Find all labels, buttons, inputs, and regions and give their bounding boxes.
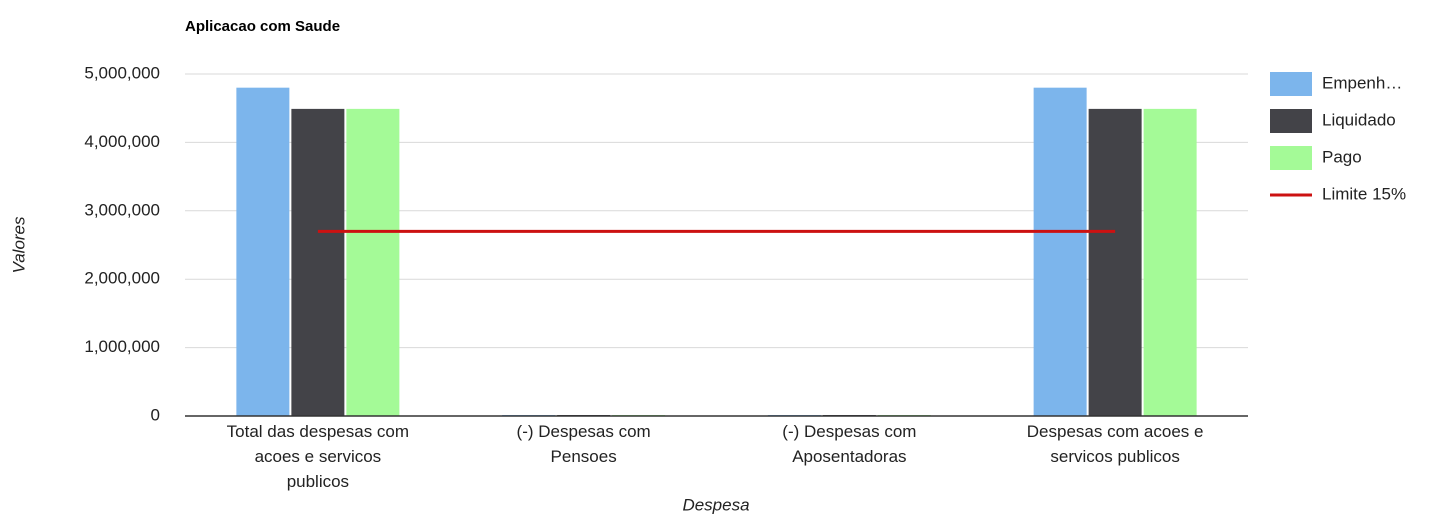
legend-label: Liquidado: [1322, 110, 1396, 129]
x-tick-label: (-) Despesas com Pensoes: [517, 422, 651, 466]
bar: [1033, 87, 1087, 417]
y-tick-label: 5,000,000: [84, 63, 160, 82]
legend-swatch: [1270, 146, 1312, 170]
bar: [291, 108, 345, 416]
legend-label: Empenh…: [1322, 73, 1402, 92]
legend-label: Pago: [1322, 147, 1362, 166]
bar: [346, 108, 400, 416]
y-axis-title: Valores: [9, 216, 28, 274]
x-tick-label: (-) Despesas com Aposentadoras: [782, 422, 916, 466]
x-axis-title: Despesa: [682, 495, 749, 514]
bar: [236, 87, 290, 417]
legend-swatch: [1270, 109, 1312, 133]
y-tick-label: 0: [151, 405, 160, 424]
chart-title: Aplicacao com Saude: [185, 18, 340, 35]
y-tick-label: 3,000,000: [84, 200, 160, 219]
x-tick-label: Despesas com acoes e servicos publicos: [1027, 422, 1204, 466]
y-tick-label: 2,000,000: [84, 269, 160, 288]
legend-swatch: [1270, 72, 1312, 96]
bar: [1143, 108, 1197, 416]
x-tick-label: Total das despesas com acoes e servicos pu…: [227, 422, 409, 491]
y-tick-label: 1,000,000: [84, 337, 160, 356]
y-tick-label: 4,000,000: [84, 132, 160, 151]
bar: [1088, 108, 1142, 416]
legend-label: Limite 15%: [1322, 184, 1406, 203]
